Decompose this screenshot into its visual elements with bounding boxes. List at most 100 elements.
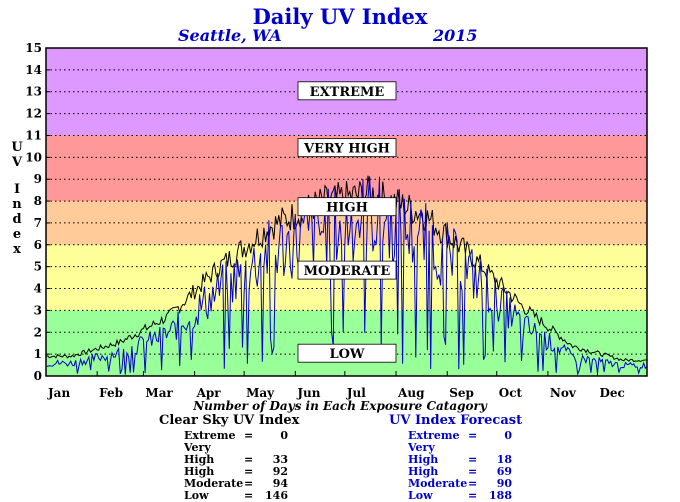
clear-sky-count: 94 — [272, 477, 288, 490]
x-tick-label: Jul — [346, 386, 366, 400]
y-tick-label: 15 — [25, 41, 42, 55]
x-tick-label: Feb — [99, 386, 123, 400]
clear-sky-row: Extreme = 0 — [184, 430, 288, 442]
x-tick-label: Sep — [449, 386, 474, 400]
forecast-heading: UV Index Forecast — [389, 413, 523, 428]
x-tick-label: Oct — [499, 386, 523, 400]
band-label-low: LOW — [329, 347, 364, 362]
forecast-equals: = — [468, 453, 478, 466]
clear-sky-category: Moderate — [184, 477, 244, 490]
x-tick-label: Jan — [47, 386, 70, 400]
forecast-category: Extreme — [408, 429, 460, 442]
forecast-row: Extreme = 0 — [408, 430, 512, 442]
band-label-box — [297, 138, 397, 158]
y-axis-label-char: I — [13, 182, 21, 197]
clear-sky-series-line — [45, 175, 647, 363]
clear-sky-count: 0 — [280, 429, 288, 442]
forecast-equals: = — [468, 489, 478, 502]
y-tick-label: 0 — [34, 369, 42, 383]
y-tick-label: 6 — [34, 238, 42, 252]
y-tick-label: 12 — [25, 107, 42, 121]
y-tick-label: 7 — [34, 216, 42, 230]
clear-sky-count: 146 — [265, 489, 288, 502]
y-axis-label-char: d — [12, 212, 22, 227]
y-tick-label: 13 — [25, 85, 42, 99]
forecast-count: 188 — [489, 489, 512, 502]
forecast-category: High — [408, 465, 439, 478]
band-label-extreme: EXTREME — [310, 85, 385, 100]
category-bands — [46, 48, 647, 376]
x-tick-label: Jun — [296, 386, 320, 400]
clear-sky-category: High — [184, 465, 215, 478]
clear-sky-equals: = — [244, 489, 254, 502]
forecast-count: 90 — [496, 477, 512, 490]
y-tick-label: 8 — [34, 194, 42, 208]
category-labels: EXTREME VERY HIGH HIGH MODERATE LOW — [297, 81, 397, 363]
clear-sky-row: Moderate= 94 — [184, 478, 288, 490]
y-tick-label: 5 — [34, 260, 42, 274]
chart-title: Daily UV Index — [252, 4, 428, 29]
forecast-count: 18 — [496, 453, 512, 466]
y-axis-label-char: V — [11, 155, 23, 170]
clear-sky-count: 33 — [272, 453, 288, 466]
y-tick-label: 1 — [34, 347, 42, 361]
grid-lines — [46, 69, 647, 355]
year-label: 2015 — [433, 26, 478, 45]
band-label-box — [297, 343, 397, 363]
band-label-very-high: VERY HIGH — [303, 142, 390, 157]
clear-sky-row: High = 92 — [184, 466, 288, 478]
clear-sky-equals: = — [244, 429, 254, 442]
clear-sky-category: Very High — [184, 441, 215, 466]
clear-sky-category: Low — [184, 489, 209, 502]
y-tick-label: 3 — [34, 303, 42, 317]
clear-sky-row: Low = 146 — [184, 490, 288, 502]
days-caption: Number of Days in Each Exposure Catagory — [193, 399, 487, 413]
forecast-row: Low = 188 — [408, 490, 512, 502]
clear-sky-row: Very High = 33 — [184, 442, 288, 466]
forecast-equals: = — [468, 465, 478, 478]
band-label-box — [297, 197, 397, 217]
clear-sky-category: Extreme — [184, 429, 236, 442]
forecast-row: Very High = 18 — [408, 442, 512, 466]
location-label: Seattle, WA — [178, 26, 282, 45]
forecast-table: Extreme = 0 Very High = 18 High = 69 Moderate= 90 L… — [408, 430, 512, 502]
forecast-row: High = 69 — [408, 466, 512, 478]
clear-sky-equals: = — [244, 453, 254, 466]
clear-sky-count: 92 — [272, 465, 288, 478]
forecast-category: Moderate — [408, 477, 468, 490]
y-tick-label: 11 — [25, 128, 42, 142]
x-tick-label: Mar — [145, 386, 173, 400]
y-tick-label: 10 — [25, 150, 42, 164]
y-axis-label-char: x — [13, 242, 21, 257]
forecast-count: 0 — [504, 429, 512, 442]
x-tick-label: May — [246, 386, 275, 400]
y-tick-label: 14 — [25, 63, 42, 77]
y-axis-label-char: U — [11, 140, 23, 155]
band-label-box — [297, 81, 397, 101]
clear-sky-equals: = — [244, 477, 254, 490]
clear-sky-table: Extreme = 0 Very High = 33 High = 92 Moderate= 94 L… — [184, 430, 288, 502]
x-tick-label: Dec — [599, 386, 624, 400]
forecast-category: Low — [408, 489, 433, 502]
x-tick-label: Aug — [397, 386, 425, 400]
y-tick-label: 9 — [34, 172, 42, 186]
x-tick-label: Apr — [196, 386, 222, 400]
clear-sky-equals: = — [244, 465, 254, 478]
y-axis-label-char: e — [12, 227, 22, 242]
plot-frame — [45, 47, 648, 377]
y-axis-label-char: n — [12, 197, 22, 212]
forecast-equals: = — [468, 429, 478, 442]
forecast-count: 69 — [496, 465, 512, 478]
x-tick-label: Nov — [550, 386, 577, 400]
band-label-moderate: MODERATE — [304, 264, 391, 279]
clear-sky-heading: Clear Sky UV Index — [159, 413, 300, 428]
y-tick-label: 4 — [34, 282, 42, 296]
band-label-box — [297, 260, 397, 280]
forecast-equals: = — [468, 477, 478, 490]
forecast-category: Very High — [408, 441, 439, 466]
band-label-high: HIGH — [326, 201, 368, 216]
forecast-row: Moderate= 90 — [408, 478, 512, 490]
